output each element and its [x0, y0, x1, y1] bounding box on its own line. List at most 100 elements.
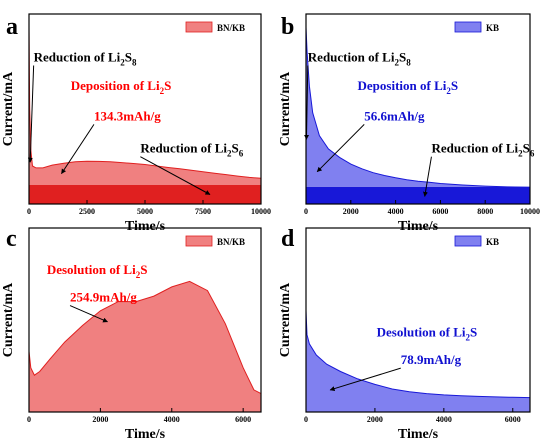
annotation-subscript: 6 — [530, 149, 535, 159]
annotation-text: Reduction of Li — [34, 50, 121, 65]
legend-swatch — [185, 235, 213, 247]
annotation-text: S — [164, 78, 171, 93]
x-tick-label: 6000 — [432, 207, 448, 216]
annotation: Deposition of Li2S — [71, 78, 172, 96]
x-tick-label: 6000 — [505, 415, 521, 424]
annotation-arrow — [69, 305, 108, 323]
panel-label: b — [281, 14, 294, 40]
annotation-arrow — [27, 65, 35, 163]
annotation-text: Reduction of Li — [431, 141, 518, 156]
legend-label: BN/KB — [217, 23, 245, 33]
y-axis-title: Current/mA — [1, 71, 16, 146]
x-axis-title: Time/s — [398, 219, 439, 234]
annotation: Reduction of Li2S8 — [34, 50, 137, 68]
annotation-text: Desolution of Li — [377, 325, 466, 340]
annotation-text: Reduction of Li — [308, 50, 395, 65]
series-line — [28, 280, 262, 395]
annotation-text: 134.3mAh/g — [94, 108, 161, 123]
annotation-text: Deposition of Li — [358, 78, 447, 93]
annotation-subscript: 2 — [446, 86, 451, 96]
x-tick-label: 2000 — [367, 415, 383, 424]
annotation: Reduction of Li2S8 — [308, 50, 411, 68]
x-tick-label: 8000 — [477, 207, 493, 216]
plot-frame — [305, 227, 531, 413]
x-tick-label: 6000 — [235, 415, 251, 424]
annotation: Reduction of Li2S6 — [140, 141, 243, 159]
series-line — [305, 310, 531, 399]
annotation: 254.9mAh/g — [70, 290, 137, 305]
annotation-subscript: 2 — [227, 149, 232, 159]
annotation-text: S — [470, 325, 477, 340]
annotation-subscript: 8 — [406, 58, 411, 68]
x-tick-label: 4000 — [388, 207, 404, 216]
annotation-subscript: 2 — [394, 58, 399, 68]
x-axis-title: Time/s — [398, 427, 439, 442]
annotation: Desolution of Li2S — [47, 262, 148, 280]
x-tick-label: 2000 — [92, 415, 108, 424]
annotation: Desolution of Li2S — [377, 325, 478, 343]
panel-label: c — [6, 226, 17, 252]
legend-swatch — [185, 21, 213, 33]
x-tick-label: 0 — [304, 415, 308, 424]
x-tick-label: 0 — [27, 207, 31, 216]
annotation-arrow — [329, 367, 401, 391]
annotation-text: S — [399, 50, 406, 65]
x-tick-label: 5000 — [137, 207, 153, 216]
x-tick-label: 10000 — [251, 207, 271, 216]
x-tick-label: 2000 — [343, 207, 359, 216]
series-line — [305, 27, 531, 188]
area-fill — [306, 310, 530, 412]
annotation-arrow — [316, 124, 365, 173]
annotation: 78.9mAh/g — [401, 352, 462, 367]
annotation-arrow — [140, 156, 211, 195]
annotation-text: 254.9mAh/g — [70, 290, 137, 305]
x-tick-label: 2500 — [79, 207, 95, 216]
y-axis-title: Current/mA — [1, 282, 16, 357]
x-tick-label: 0 — [27, 415, 31, 424]
panel-label: a — [6, 14, 18, 40]
annotation-subscript: 2 — [136, 270, 141, 280]
series-line — [28, 27, 262, 179]
baseline-band — [306, 186, 530, 204]
annotation-subscript: 8 — [132, 58, 137, 68]
x-axis-title: Time/s — [125, 427, 166, 442]
panel-d: d 0 2000 4000 6000 Time/s Current/mA KB Desoluti… — [278, 226, 531, 442]
annotation-text: Reduction of Li — [140, 141, 227, 156]
annotation: 134.3mAh/g — [94, 108, 161, 123]
legend-label: KB — [486, 237, 499, 247]
annotation-text: 78.9mAh/g — [401, 352, 462, 367]
annotation-text: S — [140, 262, 147, 277]
annotation-text: S — [451, 78, 458, 93]
annotation-text: S — [125, 50, 132, 65]
plot-frame — [28, 227, 262, 413]
area-fill — [29, 27, 261, 185]
annotation-text: Deposition of Li — [71, 78, 160, 93]
x-tick-label: 4000 — [436, 415, 452, 424]
legend-swatch — [454, 21, 482, 33]
annotation-arrow — [61, 124, 95, 175]
panel-a: a 0 2500 5000 7500 10000 Time/s Current/mA BN/KB… — [1, 13, 271, 234]
panel-label: d — [281, 226, 295, 252]
annotation: 56.6mAh/g — [364, 108, 425, 123]
baseline-band — [29, 185, 261, 204]
annotation-arrow — [304, 65, 310, 140]
y-axis-title: Current/mA — [278, 282, 293, 357]
x-tick-label: 0 — [304, 207, 308, 216]
annotation-subscript: 2 — [120, 58, 125, 68]
legend-swatch — [454, 235, 482, 247]
plot-frame — [305, 13, 531, 205]
annotation-text: S — [232, 141, 239, 156]
y-axis-title: Current/mA — [278, 71, 293, 146]
legend-label: BN/KB — [217, 237, 245, 247]
annotation-subscript: 2 — [518, 149, 523, 159]
annotation-subscript: 2 — [160, 86, 165, 96]
panel-b: b 0 2000 4000 6000 8000 10000 Time/s Current/mA K… — [278, 13, 540, 234]
x-tick-label: 7500 — [195, 207, 211, 216]
annotation-text: Desolution of Li — [47, 262, 136, 277]
annotation-subscript: 2 — [465, 333, 470, 343]
annotation-subscript: 6 — [239, 149, 244, 159]
annotation: Reduction of Li2S6 — [431, 141, 534, 159]
x-axis-title: Time/s — [125, 219, 166, 234]
area-fill — [306, 27, 530, 188]
